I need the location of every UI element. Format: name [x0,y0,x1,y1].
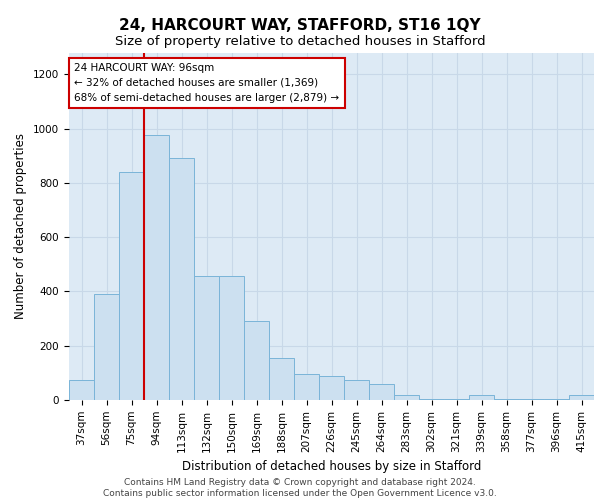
Y-axis label: Number of detached properties: Number of detached properties [14,133,28,320]
Text: Size of property relative to detached houses in Stafford: Size of property relative to detached ho… [115,35,485,48]
Text: Contains HM Land Registry data © Crown copyright and database right 2024.
Contai: Contains HM Land Registry data © Crown c… [103,478,497,498]
Bar [469,394,494,400]
Bar [544,398,569,400]
Bar [494,398,519,400]
Bar [269,358,294,400]
Text: 24, HARCOURT WAY, STAFFORD, ST16 1QY: 24, HARCOURT WAY, STAFFORD, ST16 1QY [119,18,481,32]
Bar [219,276,244,400]
Bar [419,398,444,400]
Bar [119,172,144,400]
Bar [69,380,94,400]
Bar [569,394,594,400]
Bar [394,394,419,400]
Bar [519,398,544,400]
X-axis label: Distribution of detached houses by size in Stafford: Distribution of detached houses by size … [182,460,481,473]
Bar [94,294,119,400]
Text: 24 HARCOURT WAY: 96sqm
← 32% of detached houses are smaller (1,369)
68% of semi-: 24 HARCOURT WAY: 96sqm ← 32% of detached… [74,63,340,102]
Bar [344,380,369,400]
Bar [294,374,319,400]
Bar [169,158,194,400]
Bar [144,136,169,400]
Bar [244,322,269,400]
Bar [444,398,469,400]
Bar [194,276,219,400]
Bar [319,376,344,400]
Bar [369,384,394,400]
